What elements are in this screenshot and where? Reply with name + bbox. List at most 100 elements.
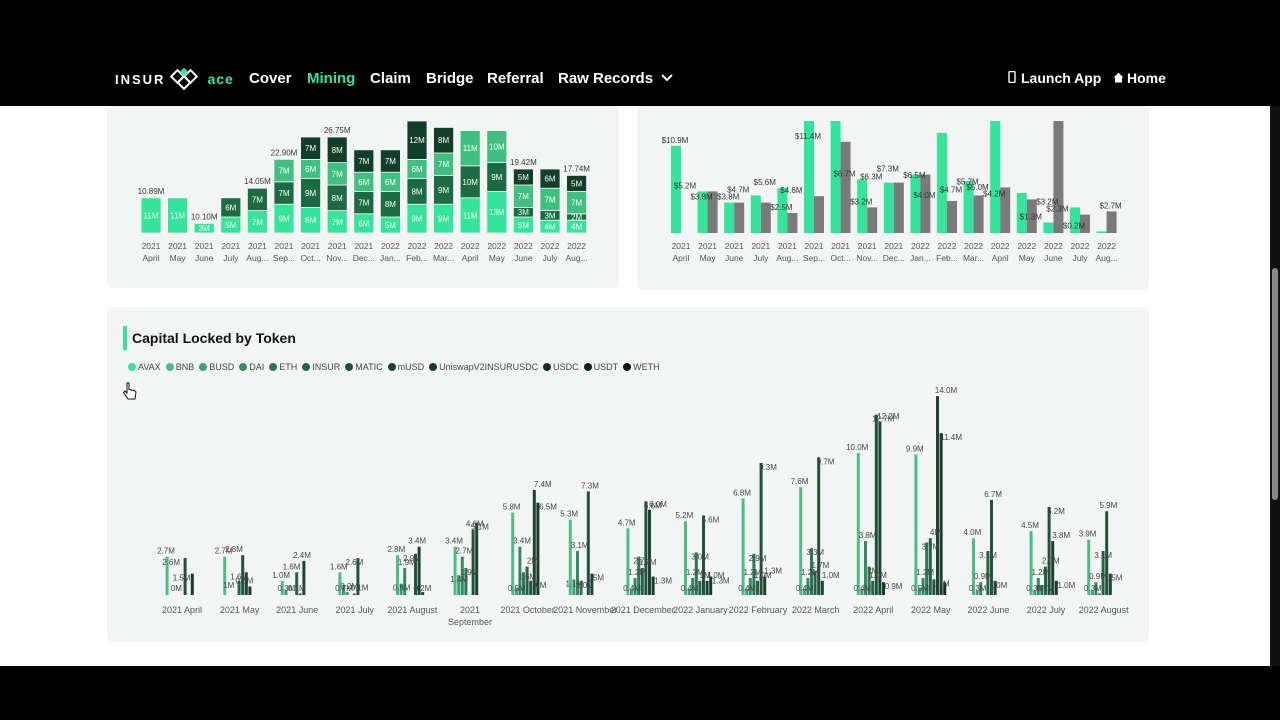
bar-series-1[interactable]	[777, 188, 788, 233]
token-bar[interactable]	[453, 546, 457, 595]
token-bar[interactable]	[421, 592, 425, 595]
token-bar[interactable]	[1044, 566, 1047, 595]
token-bar[interactable]	[763, 576, 767, 595]
token-bar[interactable]	[936, 396, 939, 595]
token-bar[interactable]	[237, 580, 241, 595]
token-bar[interactable]	[572, 579, 576, 595]
token-bar[interactable]	[810, 548, 813, 595]
token-bar[interactable]	[586, 491, 590, 595]
token-bar[interactable]	[514, 587, 518, 595]
token-bar[interactable]	[817, 457, 821, 595]
token-bar[interactable]	[813, 570, 817, 595]
launch-app-button[interactable]: Launch App	[1007, 70, 1101, 86]
token-bar[interactable]	[399, 583, 403, 595]
bar-series-2[interactable]	[760, 202, 771, 233]
legend-item[interactable]: USDT	[583, 362, 618, 372]
stacked-segment[interactable]	[459, 130, 481, 167]
token-bar[interactable]	[1036, 577, 1040, 595]
legend-item[interactable]: USDC	[543, 362, 579, 372]
token-bar[interactable]	[745, 589, 749, 595]
token-bar[interactable]	[522, 572, 525, 595]
token-bar[interactable]	[241, 555, 245, 595]
token-bar[interactable]	[691, 577, 695, 595]
bar-series-1[interactable]	[724, 202, 735, 233]
token-bar[interactable]	[918, 587, 921, 595]
token-bar[interactable]	[921, 577, 925, 595]
token-bar[interactable]	[338, 572, 342, 595]
bar-series-1[interactable]	[671, 145, 681, 233]
token-bar[interactable]	[651, 576, 655, 595]
bar-series-1[interactable]	[963, 181, 974, 233]
token-bar[interactable]	[648, 509, 651, 595]
token-bar[interactable]	[518, 546, 522, 595]
token-bar[interactable]	[248, 586, 252, 595]
home-button[interactable]: Home	[1113, 70, 1166, 86]
stacked-segment[interactable]	[246, 187, 268, 211]
stacked-segment[interactable]	[379, 149, 401, 173]
token-bar[interactable]	[579, 580, 583, 595]
token-bar[interactable]	[979, 582, 983, 595]
nav-claim[interactable]: Claim	[370, 70, 411, 87]
nav-referral[interactable]: Referral	[487, 70, 544, 87]
token-bar[interactable]	[1090, 590, 1094, 595]
bar-series-1[interactable]	[750, 195, 761, 233]
token-bar[interactable]	[1094, 582, 1098, 595]
token-bar[interactable]	[511, 512, 515, 595]
token-bar[interactable]	[820, 580, 824, 595]
token-bar[interactable]	[928, 538, 932, 595]
legend-item[interactable]: AVAX	[128, 362, 161, 372]
bar-series-2[interactable]	[973, 195, 984, 233]
nav-mining[interactable]: Mining	[307, 70, 356, 87]
token-bar[interactable]	[471, 529, 475, 595]
insurace-logo[interactable]: INSUR ace	[115, 66, 234, 92]
bar-series-2[interactable]	[1080, 214, 1090, 233]
bar-series-2[interactable]	[920, 174, 931, 233]
token-bar[interactable]	[871, 580, 875, 595]
legend-item[interactable]: ETH	[269, 362, 297, 372]
bar-series-2[interactable]	[1026, 199, 1037, 233]
token-bar[interactable]	[284, 590, 288, 595]
stacked-segment[interactable]	[326, 136, 348, 164]
token-bar[interactable]	[525, 566, 529, 595]
token-bar[interactable]	[302, 560, 306, 595]
bar-series-2[interactable]	[787, 213, 798, 233]
token-bar[interactable]	[1033, 590, 1037, 595]
token-bar[interactable]	[752, 553, 756, 595]
bar-series-2[interactable]	[1053, 121, 1064, 233]
token-bar[interactable]	[802, 589, 806, 595]
legend-item[interactable]: UniswapV2INSURUSDC	[429, 362, 538, 372]
token-bar[interactable]	[165, 556, 169, 595]
bar-series-2[interactable]	[707, 191, 718, 233]
token-bar[interactable]	[1047, 506, 1051, 595]
bar-series-1[interactable]	[937, 133, 947, 233]
bar-series-1[interactable]	[1096, 231, 1107, 233]
token-bar[interactable]	[993, 580, 997, 595]
token-bar[interactable]	[457, 575, 461, 595]
stacked-segment[interactable]	[167, 197, 188, 234]
legend-item[interactable]: WETH	[623, 362, 660, 372]
token-bar[interactable]	[856, 453, 860, 595]
token-bar[interactable]	[1105, 511, 1109, 595]
token-bar[interactable]	[1087, 539, 1091, 595]
token-bar[interactable]	[925, 542, 929, 595]
token-bar[interactable]	[1108, 573, 1112, 595]
token-bar[interactable]	[705, 580, 709, 595]
token-bar[interactable]	[914, 454, 918, 595]
bar-series-2[interactable]	[840, 141, 851, 233]
token-bar[interactable]	[709, 576, 713, 595]
token-bar[interactable]	[414, 553, 417, 595]
stacked-segment[interactable]	[433, 126, 455, 154]
legend-item[interactable]: MATIC	[345, 362, 383, 372]
bar-series-1[interactable]	[804, 121, 814, 233]
token-bar[interactable]	[626, 528, 630, 595]
stacked-segment[interactable]	[406, 120, 428, 160]
stacked-segment[interactable]	[140, 197, 162, 234]
nav-raw-records[interactable]: Raw Records	[558, 70, 673, 87]
token-bar[interactable]	[939, 433, 943, 595]
token-bar[interactable]	[298, 593, 302, 595]
token-bar[interactable]	[223, 556, 227, 595]
token-bar[interactable]	[806, 577, 810, 595]
token-bar[interactable]	[864, 541, 867, 595]
chart-legend[interactable]: AVAX BNB BUSD DAI ETH INSUR MATIC mUSD UniswapV2…	[128, 362, 660, 372]
token-bar[interactable]	[799, 487, 803, 595]
